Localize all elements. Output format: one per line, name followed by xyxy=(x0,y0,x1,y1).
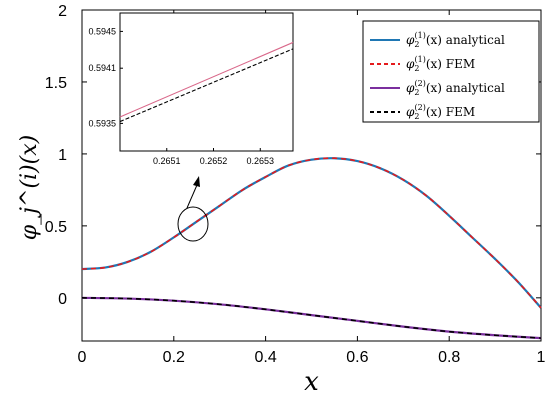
x-tick-label: 0 xyxy=(78,349,87,366)
inset-y-tick-label: 0.5945 xyxy=(88,26,116,36)
series-line-2 xyxy=(81,296,542,340)
legend-entry-2: φ2(2)(x) analytical xyxy=(406,79,505,97)
inset-series-line-1 xyxy=(119,48,294,123)
x-tick-label: 0.4 xyxy=(254,349,276,366)
series-line-3 xyxy=(81,297,542,339)
inset-series-line-0 xyxy=(119,41,294,118)
zoom-ellipse xyxy=(177,206,209,242)
x-tick-label: 1 xyxy=(537,349,546,366)
y-axis-label-text: φ_j^(i)(x) xyxy=(17,135,42,240)
x-tick-label: 0.2 xyxy=(163,349,185,366)
inset-x-tick-label: 0.2651 xyxy=(153,156,181,166)
inset-frame xyxy=(119,12,294,152)
y-tick-label: 0.5 xyxy=(45,219,67,236)
y-tick-label: 1 xyxy=(58,147,67,164)
inset-y-tick-label: 0.5935 xyxy=(88,118,116,128)
legend-entry-1: φ2(1)(x) FEM xyxy=(406,55,475,73)
y-tick-label: 2 xyxy=(58,3,67,20)
legend: φ2(1)(x) analytical φ2(1)(x) FEM φ2(2)(x) … xyxy=(362,20,540,123)
y-tick-label: 1.5 xyxy=(45,75,67,92)
y-tick-label: 0 xyxy=(58,291,67,308)
legend-entry-0: φ2(1)(x) analytical xyxy=(406,31,505,49)
zoom-arrow xyxy=(186,184,198,209)
x-axis-label: x xyxy=(304,367,319,397)
main-plot: 0 0.2 0.4 0.6 0.8 1 0 0.5 1 1.5 2 xyxy=(45,3,546,366)
inset-y-tick-label: 0.5941 xyxy=(88,63,116,73)
zoom-arrow-head xyxy=(193,176,200,187)
legend-box xyxy=(362,20,540,123)
series-line-0 xyxy=(81,157,542,309)
inset-x-tick-label: 0.2652 xyxy=(200,156,228,166)
series-line-1 xyxy=(81,157,542,309)
y-axis-label: φ_j^(i)(x) xyxy=(17,135,42,240)
x-tick-label: 0.8 xyxy=(438,349,460,366)
legend-entry-3: φ2(2)(x) FEM xyxy=(406,103,475,121)
inset-plot: 0.2651 0.2652 0.2653 0.5935 0.5941 0.5945 xyxy=(88,12,294,166)
main-frame xyxy=(81,9,542,342)
inset-x-tick-label: 0.2653 xyxy=(247,156,275,166)
x-tick-label: 0.6 xyxy=(346,349,368,366)
